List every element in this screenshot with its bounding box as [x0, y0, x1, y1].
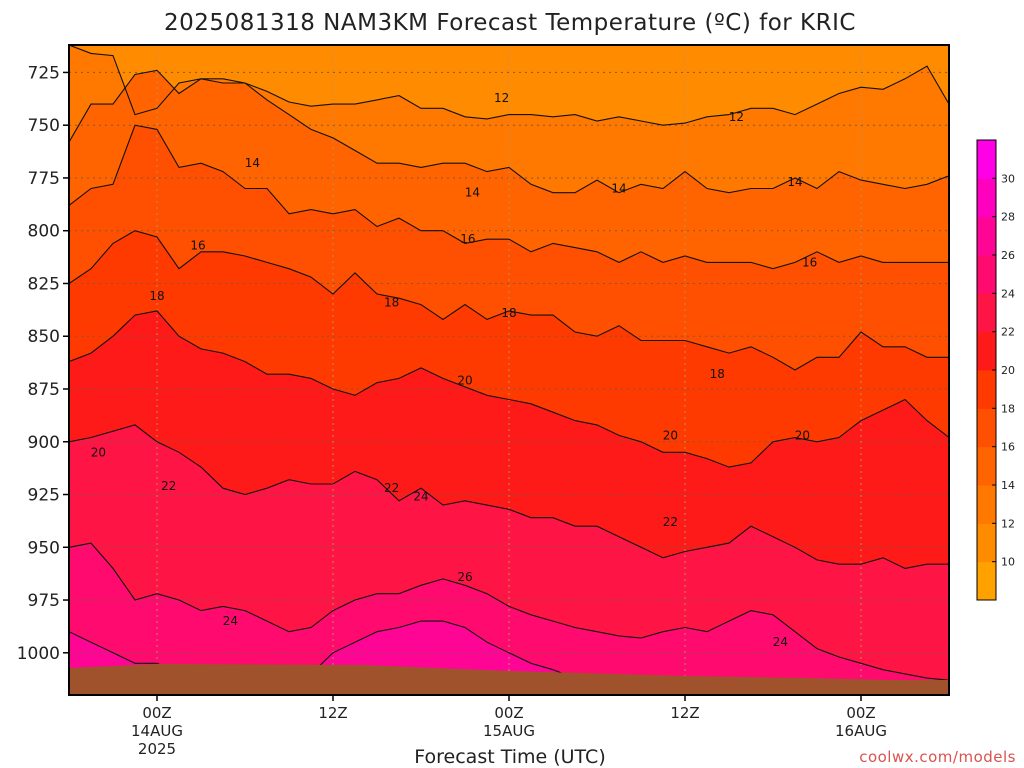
- contour-label: 18: [501, 306, 516, 320]
- isotherm-line: [69, 69, 949, 194]
- x-tick-date: 14AUG: [131, 722, 183, 740]
- contour-labels: 12 12 14 14 14 14 16 16 16 18 18 18 18 20 20 20 20 22 22 22…: [91, 91, 818, 649]
- isotherm-line: [69, 230, 949, 371]
- contour-label: 26: [457, 570, 472, 584]
- contour-label: 14: [787, 175, 802, 189]
- contour-label: 16: [460, 232, 475, 246]
- colorbar-tick-label: 30: [1001, 172, 1015, 185]
- colorbar-tick-label: 26: [1001, 249, 1015, 262]
- x-tick-date: 16AUG: [835, 722, 887, 740]
- colorbar-segment: [977, 370, 996, 409]
- contour-label: 12: [729, 110, 744, 124]
- ground-fill: [69, 664, 949, 695]
- colorbar-tick-label: 14: [1001, 479, 1015, 492]
- y-tick-label: 1000: [17, 644, 60, 664]
- isotherm-line: [69, 124, 949, 270]
- ground-terrain: [69, 664, 949, 695]
- contour-label: 20: [91, 445, 106, 459]
- contour-label: 14: [245, 156, 260, 170]
- colorbar-segment: [977, 523, 996, 563]
- contour-label: 24: [413, 490, 428, 504]
- credit-text: coolwx.com/models: [859, 748, 1016, 766]
- y-tick-label: 900: [28, 433, 60, 453]
- y-tick-label: 975: [28, 591, 60, 611]
- contour-label: 20: [795, 428, 810, 442]
- contour-label: 18: [384, 295, 399, 309]
- contour-label: 24: [773, 635, 788, 649]
- colorbar-tick-label: 28: [1001, 211, 1015, 224]
- gridlines: [69, 45, 949, 695]
- colorbar-tick-label: 22: [1001, 326, 1015, 339]
- contour-label: 24: [223, 614, 238, 628]
- colorbar-segment: [977, 293, 996, 333]
- isotherm-line: [69, 542, 949, 681]
- isotherm-line: [69, 310, 949, 468]
- y-tick-label: 750: [28, 116, 60, 136]
- contour-label: 18: [710, 367, 725, 381]
- contour-label: 18: [149, 289, 164, 303]
- colorbar-tick-label: 18: [1001, 402, 1015, 415]
- x-tick-label: 00Z: [846, 704, 875, 722]
- contour-label: 22: [161, 479, 176, 493]
- colorbar-segment: [977, 446, 996, 486]
- y-tick-label: 725: [28, 63, 60, 83]
- x-axis-label: Forecast Time (UTC): [414, 746, 605, 768]
- colorbar-tick-label: 16: [1001, 441, 1015, 454]
- temperature-band: [69, 543, 949, 695]
- contour-label: 16: [190, 238, 205, 252]
- colorbar-tick-label: 24: [1001, 287, 1015, 300]
- colorbar-segment: [977, 216, 996, 256]
- chart-title: 2025081318 NAM3KM Forecast Temperature (…: [164, 10, 856, 36]
- x-tick-label: 12Z: [670, 704, 699, 722]
- colorbar-segment: [977, 408, 996, 448]
- colorbar-segment: [977, 331, 996, 371]
- contour-label: 22: [384, 481, 399, 495]
- x-tick-date: 15AUG: [483, 722, 535, 740]
- y-tick-label: 775: [28, 169, 60, 189]
- contour-label: 14: [465, 186, 480, 200]
- y-tick-label: 875: [28, 380, 60, 400]
- y-tick-label: 950: [28, 538, 60, 558]
- x-tick-label: 12Z: [318, 704, 347, 722]
- x-tick-label: 00Z: [142, 704, 171, 722]
- colorbar-tick-label: 12: [1001, 517, 1015, 530]
- y-tick-label: 925: [28, 486, 60, 506]
- colorbar-segment: [977, 255, 996, 294]
- contour-label: 20: [457, 374, 472, 388]
- colorbar-legend: 10 12 14 16 18 20 22 24 26 28 30: [976, 139, 1015, 601]
- colorbar-tick-label: 10: [1001, 556, 1015, 569]
- isotherm-line: [69, 45, 949, 126]
- y-axis: 725 750 775 800 825 850 875 900 925 950 975 1000: [17, 63, 69, 664]
- colorbar-segment: [977, 485, 996, 524]
- contour-label: 20: [663, 428, 678, 442]
- y-tick-label: 825: [28, 274, 60, 294]
- contour-label: 12: [494, 91, 509, 105]
- contour-label: 22: [663, 515, 678, 529]
- contour-label: 14: [611, 182, 626, 196]
- colorbar-segment: [977, 140, 996, 179]
- colorbar-tick-label: 20: [1001, 364, 1015, 377]
- y-tick-label: 800: [28, 222, 60, 242]
- isotherm-line: [69, 424, 949, 569]
- colorbar-segment: [977, 561, 996, 601]
- y-tick-label: 850: [28, 327, 60, 347]
- x-tick-label: 00Z: [494, 704, 523, 722]
- colorbar-segment: [977, 178, 996, 218]
- x-tick-year: 2025: [138, 740, 176, 758]
- contour-label: 16: [802, 255, 817, 269]
